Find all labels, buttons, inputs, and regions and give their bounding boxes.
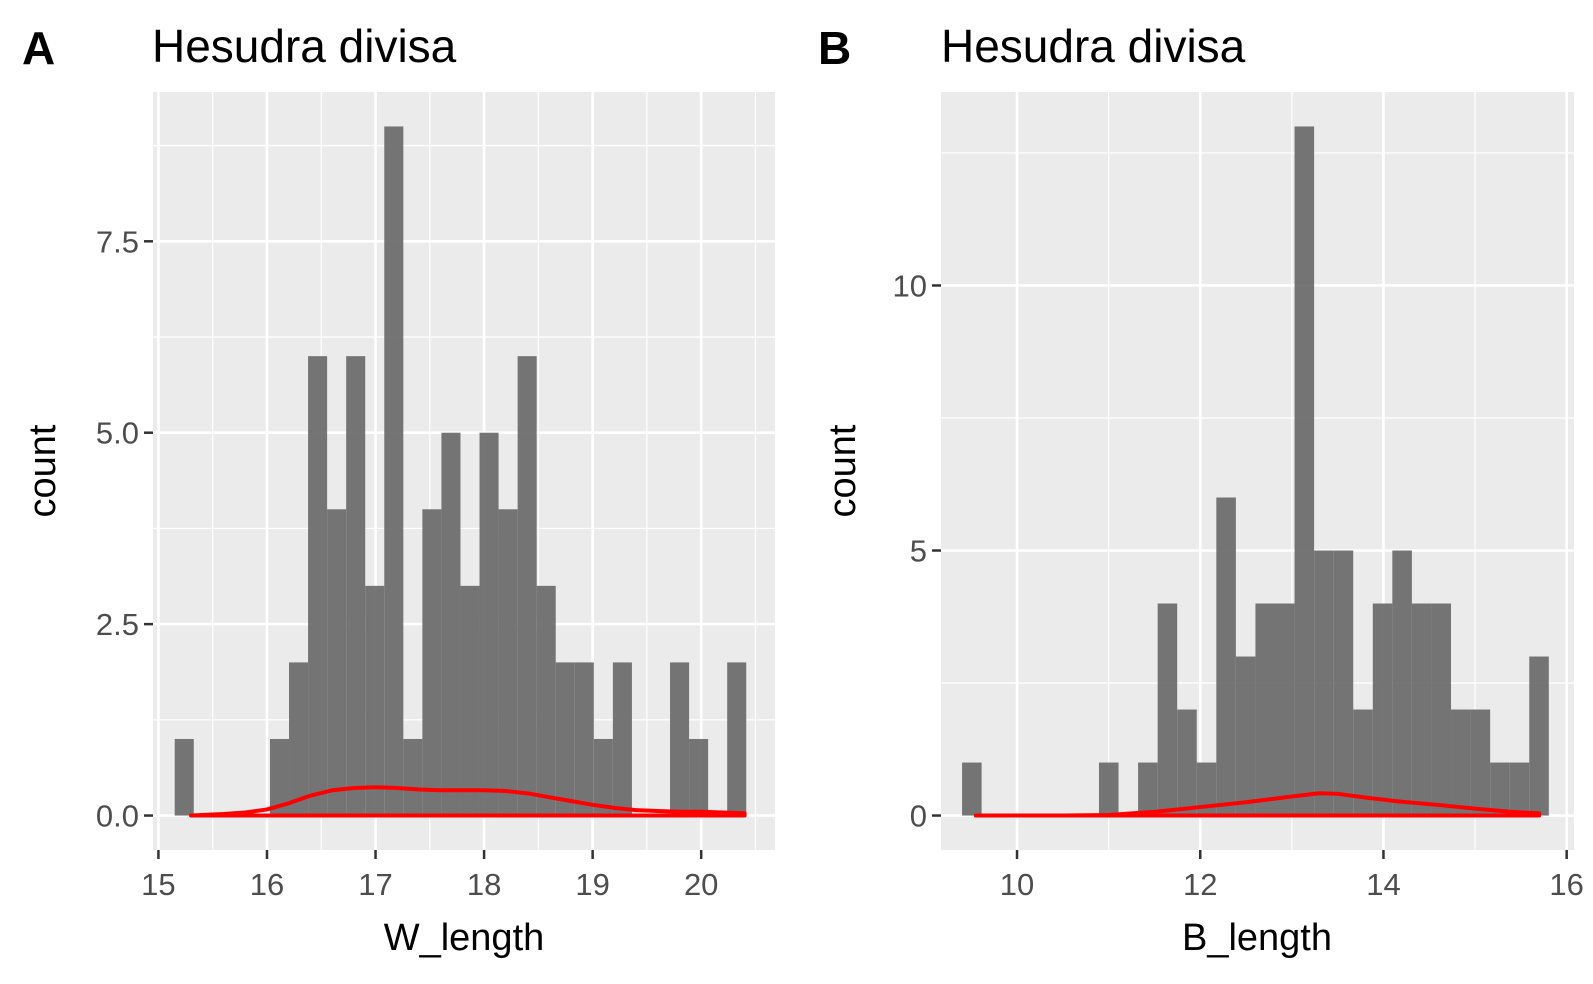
- histogram-bar: [1509, 762, 1530, 816]
- density-line: [188, 785, 747, 818]
- chart-title: Hesudra divisa: [152, 20, 457, 72]
- histogram-bar: [1333, 550, 1354, 816]
- x-tick-label: 15: [141, 867, 175, 902]
- histogram-bar: [174, 738, 194, 816]
- histogram-bars: [962, 126, 1549, 816]
- histogram-bar: [498, 509, 518, 816]
- panel-tag: A: [22, 22, 55, 74]
- panel-tag: B: [818, 22, 851, 74]
- histogram-bar: [1157, 603, 1178, 816]
- x-tick-label: 20: [684, 867, 718, 902]
- y-axis: 0.0 2.5 5.0 7.5: [96, 224, 153, 834]
- histogram-bar: [269, 738, 290, 816]
- histogram-bar: [536, 585, 556, 816]
- histogram-bar: [289, 662, 309, 816]
- y-tick-label: 10: [893, 268, 927, 303]
- histogram-bar: [346, 356, 366, 816]
- panel-a: A Hesudra divisa 15 16 17 18 19 20 0.0 2.5 5.0 7…: [22, 20, 775, 959]
- y-tick-label: 0: [910, 799, 927, 834]
- histogram-bar: [1314, 550, 1334, 816]
- y-tick-label: 7.5: [96, 224, 139, 259]
- x-tick-label: 12: [1183, 867, 1217, 902]
- histogram-bar: [460, 585, 480, 816]
- histogram-bar: [1470, 709, 1491, 816]
- histogram-bar: [1098, 762, 1119, 816]
- histogram-bar: [1216, 497, 1236, 816]
- histogram-bar: [308, 356, 328, 816]
- histogram-bar: [612, 662, 632, 816]
- histogram-bar: [1255, 603, 1275, 816]
- x-tick-label: 16: [250, 867, 284, 902]
- density-line: [973, 791, 1542, 818]
- histogram-bar: [384, 126, 404, 816]
- histogram-bar: [593, 738, 613, 816]
- histogram-bar: [1411, 603, 1432, 816]
- x-tick-label: 10: [1000, 867, 1034, 902]
- histogram-bars: [174, 126, 747, 816]
- histogram-bar: [403, 738, 423, 816]
- y-tick-label: 5: [910, 534, 927, 569]
- histogram-bar: [727, 662, 747, 816]
- x-axis-title: W_length: [384, 917, 545, 959]
- histogram-bar: [1138, 762, 1158, 816]
- histogram-bar: [1529, 656, 1549, 816]
- y-axis-title: count: [22, 424, 64, 517]
- histogram-bar: [422, 509, 442, 816]
- histogram-bar: [1372, 603, 1393, 816]
- x-tick-label: 18: [467, 867, 501, 902]
- histogram-bar: [689, 738, 709, 816]
- density-curve: [973, 791, 1542, 818]
- x-axis-title: B_length: [1182, 917, 1332, 959]
- histogram-bar: [1451, 709, 1471, 816]
- histogram-bar: [1490, 762, 1510, 816]
- x-tick-label: 14: [1366, 867, 1400, 902]
- chart-title: Hesudra divisa: [941, 20, 1246, 72]
- x-axis: 10 12 14 16: [1000, 850, 1584, 902]
- x-axis: 15 16 17 18 19 20: [141, 850, 718, 902]
- histogram-bar: [441, 432, 461, 816]
- histogram-bar: [670, 662, 690, 816]
- histogram-bar: [479, 432, 499, 816]
- histogram-bar: [1294, 126, 1315, 816]
- histogram-bar: [517, 356, 537, 816]
- histogram-bar: [1353, 709, 1373, 816]
- x-tick-label: 17: [358, 867, 392, 902]
- histogram-bar: [962, 762, 982, 816]
- histogram-bar: [555, 662, 575, 816]
- histogram-bar: [365, 585, 385, 816]
- histogram-bar: [1392, 550, 1412, 816]
- histogram-bar: [1196, 762, 1217, 816]
- histogram-bar: [1235, 656, 1256, 816]
- y-axis: 0 5 10: [893, 268, 941, 834]
- histogram-bar: [574, 662, 594, 816]
- histogram-bar: [1274, 603, 1295, 816]
- x-tick-label: 19: [575, 867, 609, 902]
- histogram-bar: [1177, 709, 1197, 816]
- density-curve: [188, 785, 747, 818]
- y-axis-title: count: [822, 424, 864, 517]
- x-tick-label: 16: [1549, 867, 1583, 902]
- y-tick-label: 2.5: [96, 607, 139, 642]
- histogram-bar: [1431, 603, 1452, 816]
- y-tick-label: 5.0: [96, 416, 139, 451]
- y-tick-label: 0.0: [96, 799, 139, 834]
- histogram-bar: [327, 509, 347, 816]
